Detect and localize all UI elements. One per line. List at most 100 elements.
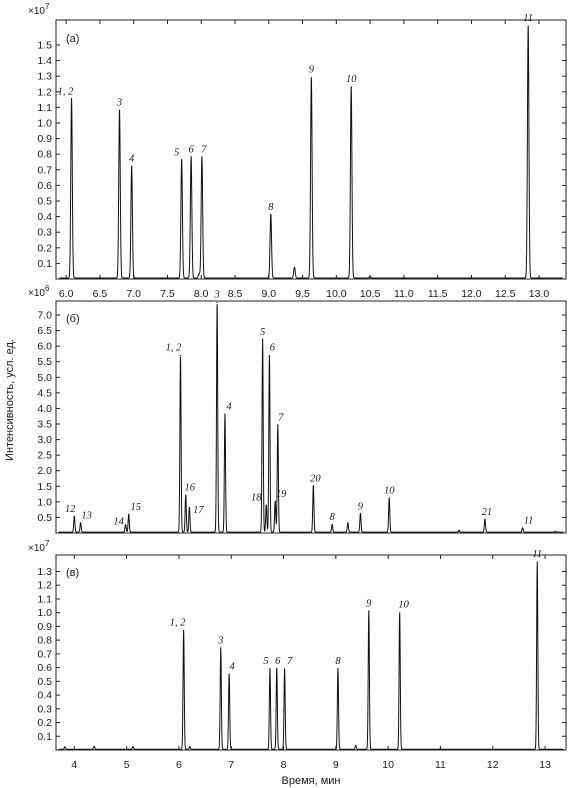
- peak-apex: [277, 424, 279, 427]
- chromatogram-trace: [59, 25, 563, 279]
- minor-peak-apex: [369, 277, 371, 279]
- y-tick-label: 0.6: [37, 180, 52, 192]
- peak-label: 9: [358, 501, 364, 512]
- peak-label: 20: [310, 473, 321, 484]
- x-tick-label: 9.0: [261, 288, 276, 300]
- peak-label: 21: [482, 507, 493, 518]
- minor-peak-apex: [347, 523, 349, 525]
- peak-label: 11: [523, 13, 533, 24]
- y-tick-label: 1.1: [37, 102, 52, 114]
- y-tick-label: 4.5: [37, 387, 52, 399]
- y-tick-label: 0.4: [37, 211, 52, 223]
- y-tick-label: 1.2: [37, 580, 52, 592]
- peak-apex: [128, 514, 130, 516]
- peak-apex: [220, 647, 222, 649]
- peak-apex: [527, 25, 529, 27]
- x-tick-label: 8.0: [194, 288, 209, 300]
- minor-peak-apex: [355, 745, 357, 747]
- peak-apex: [274, 501, 276, 503]
- peak-label: 13: [81, 511, 92, 522]
- y-tick-label: 0.3: [37, 703, 52, 715]
- peak-label: 7: [278, 413, 284, 424]
- peak-apex: [73, 516, 75, 518]
- peak-label: 3: [213, 290, 219, 301]
- peak-apex: [484, 519, 486, 521]
- y-tick-label: 2.5: [37, 450, 52, 462]
- peak-apex: [521, 528, 524, 530]
- peak-label: 10: [398, 600, 409, 611]
- y-tick-label: 0.9: [37, 621, 52, 633]
- x-tick-label: 6.0: [59, 288, 74, 300]
- y-tick-label: 6.0: [37, 341, 52, 353]
- plot-frame: [55, 300, 567, 534]
- y-tick-label: 1.0: [37, 607, 52, 619]
- x-tick-label: 8: [281, 759, 287, 771]
- peak-apex: [399, 612, 401, 614]
- x-axis-title: Время, мин: [282, 775, 341, 787]
- chromatogram-trace: [58, 562, 564, 750]
- panel-tag: (а): [66, 33, 79, 45]
- peak-apex: [179, 354, 182, 357]
- peak-label: 18: [251, 493, 262, 504]
- x-tick-label: 10: [382, 759, 394, 771]
- panel-tag: (б): [66, 313, 80, 325]
- peak-label: 5: [174, 147, 179, 158]
- peak-label: 10: [384, 486, 395, 497]
- chromatogram-trace: [58, 303, 564, 533]
- y-tick-label: 0.1: [37, 731, 52, 743]
- peak-label: 9: [309, 65, 315, 76]
- chart-panel-3: 0.1 0.2 0.30.4 0.5 0.6 0.70.8 0.9 1.0 1.11.2 1.3 4…: [28, 539, 567, 771]
- multiplier-exponent: 6: [45, 284, 50, 293]
- peak-label: 1, 2: [58, 87, 75, 98]
- peak-apex: [181, 159, 183, 162]
- minor-peak-apex: [93, 746, 95, 748]
- y-tick-label: 1.3: [37, 71, 52, 83]
- peak-apex: [201, 156, 203, 158]
- x-tick-label: 12: [487, 759, 499, 771]
- x-tick-label: 11: [435, 759, 446, 771]
- x-tick-label: 13: [539, 759, 551, 771]
- peak-apex: [359, 513, 362, 515]
- peak-apex: [269, 668, 271, 670]
- y-tick-label: 7.0: [37, 310, 52, 322]
- y-tick-label: 1.0: [37, 117, 52, 129]
- peak-apex: [368, 610, 370, 612]
- peak-apex: [276, 668, 278, 670]
- peak-label: 3: [217, 635, 223, 646]
- peak-apex: [388, 498, 390, 500]
- peak-apex: [312, 485, 314, 487]
- peak-label: 4: [230, 661, 236, 672]
- peak-apex: [310, 77, 312, 79]
- peak-label: 6: [275, 656, 281, 667]
- peak-apex: [331, 524, 333, 526]
- multiplier-base: ×10: [28, 543, 45, 554]
- peak-label: 3: [116, 97, 122, 108]
- chart-panel-2: 0.5 1.0 1.5 2.0 2.5 3.0 3.5 4.0 4.5 5.0 5.5 6.0 6.5 7…: [28, 284, 567, 534]
- x-tick-label: 12.5: [495, 288, 516, 300]
- y-tick-label: 0.5: [37, 195, 52, 207]
- y-tick-label: 0.4: [37, 690, 52, 702]
- y-tick-label: 3.5: [37, 419, 52, 431]
- y-tick-label: 0.1: [37, 258, 52, 270]
- x-tick-label: 4: [71, 759, 77, 771]
- peak-label: 16: [184, 483, 195, 494]
- x-tick-label: 10.5: [360, 288, 381, 300]
- peak-label: 9: [366, 598, 372, 609]
- peak-apex: [118, 109, 121, 112]
- y-tick-label: 1.0: [37, 496, 52, 508]
- peak-apex: [536, 561, 538, 563]
- y-axis-title: Интенсивность, усл. ед.: [4, 339, 16, 461]
- minor-peak-apex: [555, 531, 557, 533]
- y-tick-label: 0.8: [37, 635, 52, 647]
- peak-label: 4: [226, 402, 232, 413]
- peak-label: 5: [263, 656, 268, 667]
- peak-label: 17: [193, 505, 204, 516]
- peak-apex: [79, 523, 82, 525]
- multiplier-exponent: 7: [45, 539, 50, 548]
- peak-label: 7: [201, 144, 207, 155]
- minor-peak-apex: [189, 746, 191, 748]
- x-tick-label: 7: [228, 759, 234, 771]
- x-tick-label: 13.0: [529, 288, 550, 300]
- peak-apex: [283, 668, 286, 670]
- x-tick-label: 8.5: [228, 288, 243, 300]
